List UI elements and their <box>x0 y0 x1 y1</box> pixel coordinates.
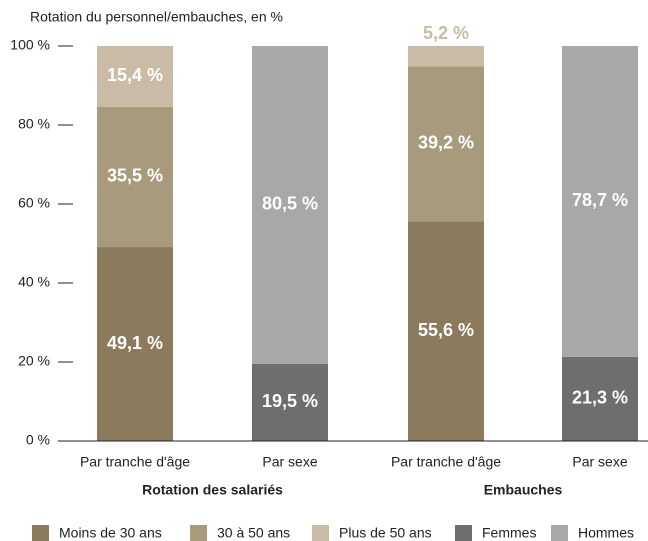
bar-segment <box>562 356 638 441</box>
group-label: Rotation des salariés <box>142 482 283 498</box>
bar-segment <box>252 46 328 364</box>
bar-segment <box>97 46 173 107</box>
bar-segment <box>252 363 328 441</box>
y-tick-label: 20 % <box>18 353 50 369</box>
value-label: 49,1 % <box>107 333 163 353</box>
value-label: 80,5 % <box>262 194 318 214</box>
bar-segment <box>562 46 638 357</box>
y-tick-label: 100 % <box>10 37 50 53</box>
y-tick-label: 0 % <box>26 432 50 448</box>
legend-swatch <box>551 525 568 541</box>
value-label: 21,3 % <box>572 388 628 408</box>
bar-segment <box>408 66 484 222</box>
value-label: 39,2 % <box>418 133 474 153</box>
chart-title: Rotation du personnel/embauches, en % <box>30 9 283 25</box>
legend-label: Hommes <box>578 525 634 541</box>
y-tick-label: 80 % <box>18 116 50 132</box>
value-label: 78,7 % <box>572 190 628 210</box>
value-label: 35,5 % <box>107 166 163 186</box>
value-label: 55,6 % <box>418 320 474 340</box>
legend-label: Moins de 30 ans <box>59 525 162 541</box>
y-tick-label: 40 % <box>18 274 50 290</box>
legend-swatch <box>455 525 472 541</box>
bar-segment <box>408 46 484 67</box>
legend-swatch <box>32 525 49 541</box>
x-tick-label: Par tranche d'âge <box>80 454 190 470</box>
x-tick-label: Par tranche d'âge <box>391 454 501 470</box>
bar-segment <box>97 106 173 248</box>
value-label: 5,2 % <box>423 23 469 43</box>
legend-swatch <box>312 525 329 541</box>
value-label: 15,4 % <box>107 65 163 85</box>
y-tick-label: 60 % <box>18 195 50 211</box>
legend-label: Femmes <box>482 525 536 541</box>
legend-label: 30 à 50 ans <box>217 525 290 541</box>
x-tick-label: Par sexe <box>262 454 317 470</box>
group-label: Embauches <box>484 482 563 498</box>
legend-label: Plus de 50 ans <box>339 525 432 541</box>
x-tick-label: Par sexe <box>572 454 627 470</box>
legend-swatch <box>190 525 207 541</box>
value-label: 19,5 % <box>262 391 318 411</box>
bar-segment <box>408 221 484 441</box>
bar-segment <box>97 247 173 441</box>
